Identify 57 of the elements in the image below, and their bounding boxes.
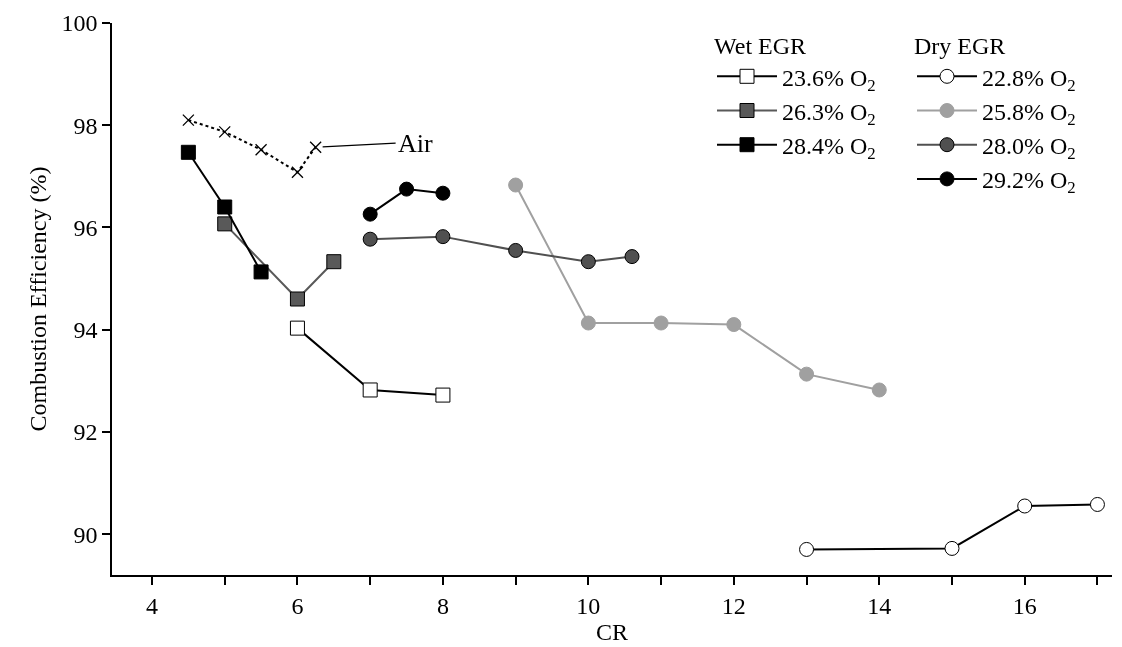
y-tick-label: 96 bbox=[73, 214, 98, 241]
x-tick-label: 6 bbox=[291, 592, 304, 619]
point bbox=[580, 315, 596, 331]
point bbox=[217, 216, 233, 232]
point bbox=[435, 185, 451, 201]
point bbox=[309, 141, 322, 154]
legend-label: 28.0% O$_{2}$ bbox=[982, 133, 1076, 164]
y-tick-label: 94 bbox=[73, 317, 98, 344]
y-tick-label: 90 bbox=[73, 521, 98, 548]
legend-label: 25.8% O$_{2}$ bbox=[982, 98, 1076, 129]
point bbox=[326, 254, 342, 270]
point bbox=[1089, 496, 1105, 512]
point bbox=[362, 382, 378, 398]
point bbox=[624, 249, 640, 265]
point bbox=[289, 291, 305, 307]
point bbox=[944, 540, 960, 556]
point bbox=[799, 366, 815, 382]
point bbox=[182, 113, 195, 127]
legend-label: 29.2% O$_{2}$ bbox=[982, 167, 1076, 198]
y-tick-label: 98 bbox=[73, 112, 98, 139]
y-axis-title: Combustion Efficiency (%) bbox=[25, 166, 52, 432]
legend-label: 22.8% O$_{2}$ bbox=[982, 64, 1076, 95]
annotation: Air bbox=[398, 129, 433, 158]
x-axis-title: CR bbox=[595, 618, 629, 645]
x-tick-label: 12 bbox=[721, 592, 746, 619]
point bbox=[254, 143, 268, 156]
text: Wet EGR bbox=[714, 33, 807, 60]
x-tick-label: 16 bbox=[1012, 592, 1037, 619]
x-tick-label: 4 bbox=[146, 592, 158, 619]
legend-label: 28.4% O$_{2}$ bbox=[782, 133, 876, 164]
point bbox=[1017, 498, 1033, 514]
point bbox=[871, 382, 887, 398]
point bbox=[508, 242, 524, 258]
text: Dry EGR bbox=[914, 33, 1006, 60]
point bbox=[362, 206, 378, 222]
point bbox=[362, 231, 378, 247]
point bbox=[399, 181, 415, 197]
x-tick-label: 8 bbox=[436, 592, 449, 619]
legend-label: 23.6% O$_{2}$ bbox=[782, 64, 876, 95]
point bbox=[580, 254, 596, 270]
point bbox=[217, 199, 233, 215]
point bbox=[799, 541, 815, 557]
point bbox=[291, 166, 304, 179]
y-tick-label: 100 bbox=[61, 10, 98, 37]
point bbox=[218, 125, 231, 139]
point bbox=[180, 144, 196, 160]
x-tick-label: 10 bbox=[576, 592, 601, 619]
legend-label: 26.3% O$_{2}$ bbox=[782, 98, 876, 129]
point bbox=[726, 317, 742, 333]
point bbox=[253, 264, 269, 280]
x-tick-label: 14 bbox=[867, 592, 892, 619]
point bbox=[435, 387, 451, 403]
point bbox=[508, 177, 524, 193]
y-tick-label: 92 bbox=[73, 419, 98, 446]
point bbox=[435, 229, 451, 245]
point bbox=[289, 320, 305, 336]
point bbox=[653, 315, 669, 331]
